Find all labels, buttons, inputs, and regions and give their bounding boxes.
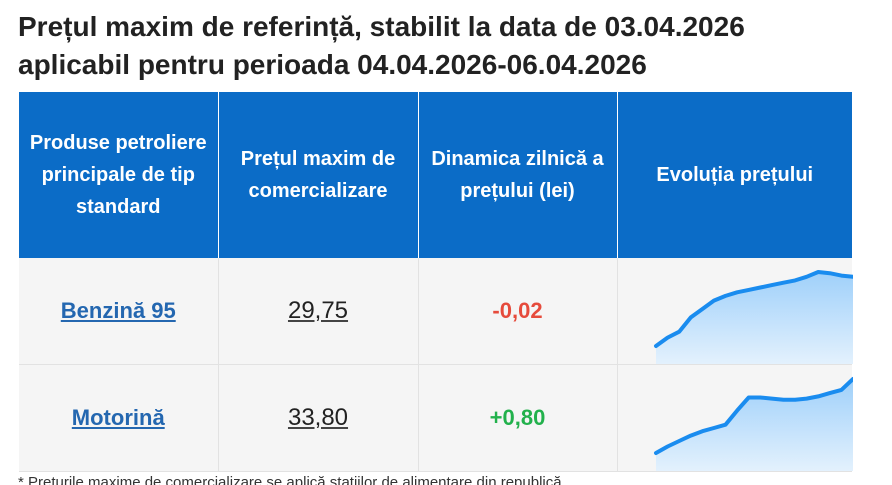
table-row: Benzină 95 29,75 -0,02 (19, 258, 853, 365)
price-cell: 29,75 (218, 258, 419, 365)
header-price: Prețul maxim de comercializare (218, 92, 419, 258)
product-cell: Motorină (19, 364, 219, 472)
header-evolution: Evoluția prețului (617, 92, 852, 258)
table-row: Motorină 33,80 +0,80 (19, 364, 853, 472)
price-value: 33,80 (287, 404, 349, 431)
page-title-line1: Prețul maxim de referință, stabilit la d… (18, 11, 745, 42)
price-value: 29,75 (287, 297, 349, 324)
page-title-line2: aplicabil pentru perioada 04.04.2026-06.… (18, 49, 647, 80)
sparkline-chart (653, 270, 853, 364)
dynamics-cell: -0,02 (418, 258, 618, 365)
sparkline-cell (617, 258, 853, 365)
price-table: Produse petroliere principale de tip sta… (19, 92, 853, 472)
page-title: Prețul maxim de referință, stabilit la d… (18, 8, 745, 84)
dynamics-value: -0,02 (492, 298, 543, 323)
sparkline-line (653, 377, 853, 455)
footnote: * Prețurile maxime de comercializare se … (18, 474, 562, 485)
table-header-row: Produse petroliere principale de tip sta… (19, 92, 852, 258)
sparkline-line (653, 270, 853, 348)
header-dynamics: Dinamica zilnică a prețului (lei) (418, 92, 618, 258)
sparkline-area (655, 379, 853, 471)
sparkline-area (655, 272, 853, 364)
product-link-benzina-95[interactable]: Benzină 95 (60, 298, 176, 323)
sparkline-cell (617, 364, 853, 472)
product-cell: Benzină 95 (19, 258, 219, 365)
dynamics-value: +0,80 (489, 405, 546, 430)
product-link-motorina[interactable]: Motorină (71, 405, 165, 430)
header-product: Produse petroliere principale de tip sta… (19, 92, 219, 258)
price-cell: 33,80 (218, 364, 419, 472)
sparkline-chart (653, 377, 853, 471)
dynamics-cell: +0,80 (418, 364, 618, 472)
